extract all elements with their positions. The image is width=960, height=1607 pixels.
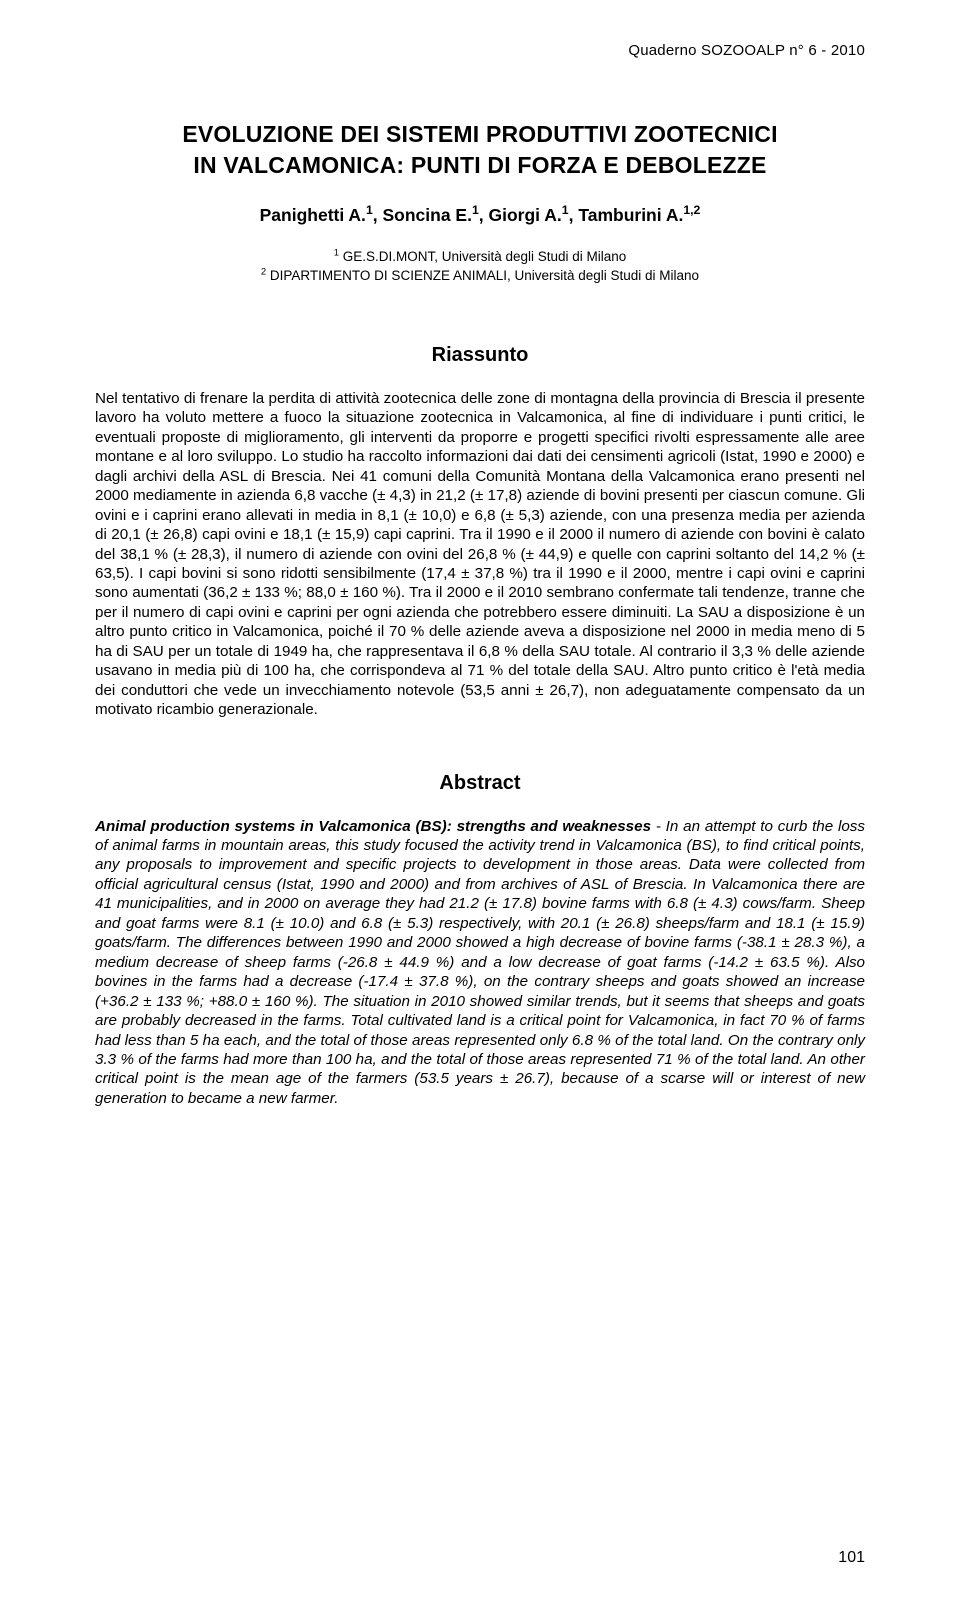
running-header: Quaderno SOZOOALP n° 6 - 2010 xyxy=(95,42,865,59)
abstract-lead: Animal production systems in Valcamonica… xyxy=(95,818,651,835)
title-line-1: EVOLUZIONE DEI SISTEMI PRODUTTIVI ZOOTEC… xyxy=(182,121,777,147)
abstract-heading: Abstract xyxy=(95,772,865,795)
abstract-body: Animal production systems in Valcamonica… xyxy=(95,817,865,1109)
authors-line: Panighetti A.1, Soncina E.1, Giorgi A.1,… xyxy=(95,205,865,226)
affiliation-2: 2 DIPARTIMENTO DI SCIENZE ANIMALI, Unive… xyxy=(95,267,865,286)
riassunto-body: Nel tentativo di frenare la perdita di a… xyxy=(95,389,865,720)
page: Quaderno SOZOOALP n° 6 - 2010 EVOLUZIONE… xyxy=(0,0,960,1607)
affiliations: 1 GE.S.DI.MONT, Università degli Studi d… xyxy=(95,248,865,286)
abstract-text: - In an attempt to curb the loss of anim… xyxy=(95,818,865,1107)
affiliation-1: 1 GE.S.DI.MONT, Università degli Studi d… xyxy=(95,248,865,267)
paper-title: EVOLUZIONE DEI SISTEMI PRODUTTIVI ZOOTEC… xyxy=(95,119,865,181)
title-line-2: IN VALCAMONICA: PUNTI DI FORZA E DEBOLEZ… xyxy=(193,152,766,178)
page-number: 101 xyxy=(838,1549,865,1567)
riassunto-heading: Riassunto xyxy=(95,344,865,367)
